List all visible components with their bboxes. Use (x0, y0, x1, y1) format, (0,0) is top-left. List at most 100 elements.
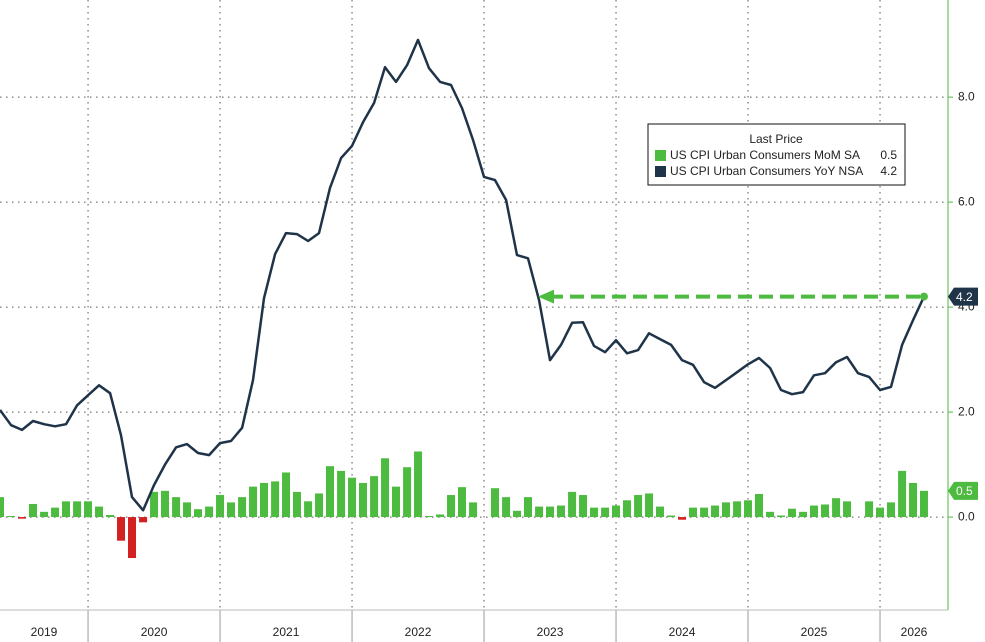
bar (226, 502, 235, 518)
bar (84, 501, 93, 518)
bar (535, 506, 544, 518)
bar (622, 500, 631, 518)
bar (909, 482, 918, 518)
legend-title: Last Price (749, 132, 803, 146)
bar (381, 458, 390, 518)
bar (513, 510, 522, 518)
legend: Last Price US CPI Urban Consumers MoM SA… (647, 123, 906, 186)
bar (634, 495, 643, 518)
bar (216, 495, 225, 518)
value-tag (948, 481, 978, 500)
bar (205, 506, 214, 518)
bar (865, 501, 874, 518)
arrow-tail (919, 292, 928, 301)
bar (799, 511, 808, 518)
bar (337, 470, 346, 518)
bar (315, 493, 324, 518)
x-tick-label: 2024 (669, 625, 696, 639)
bar (457, 487, 466, 518)
bar (502, 497, 511, 518)
bar (744, 500, 753, 518)
bar (259, 482, 268, 518)
bar (556, 505, 565, 518)
y-tick-label: 2.0 (958, 404, 975, 418)
legend-value: 0.5 (880, 148, 897, 162)
bar (7, 516, 16, 518)
legend-value: 4.2 (880, 164, 897, 178)
y-tick-label: 6.0 (958, 194, 975, 208)
bar (106, 514, 115, 518)
bar (40, 511, 49, 518)
bar (94, 506, 103, 518)
legend-label: US CPI Urban Consumers YoY NSA (670, 164, 863, 178)
bar (391, 486, 400, 518)
bar (898, 470, 907, 518)
bar (249, 486, 258, 518)
bar (601, 507, 610, 518)
x-tick-label: 2022 (405, 625, 432, 639)
marks (0, 38, 928, 559)
value-tag-label: 0.5 (956, 484, 973, 498)
x-tick-label: 2020 (141, 625, 168, 639)
bar (348, 477, 357, 518)
legend-label: US CPI Urban Consumers MoM SA (670, 148, 860, 162)
bar (325, 466, 334, 518)
bar (546, 506, 555, 518)
bar (160, 490, 169, 518)
bar (436, 514, 445, 518)
bar (117, 517, 126, 541)
x-tick-label: 2021 (273, 625, 300, 639)
bar (777, 515, 786, 518)
bar (919, 490, 928, 518)
bar (523, 497, 532, 518)
bar (424, 516, 433, 518)
bar (810, 505, 819, 518)
bar (414, 451, 423, 518)
bar (820, 504, 829, 518)
bar (172, 497, 181, 518)
bar (886, 502, 895, 518)
x-tick-label: 2026 (901, 625, 928, 639)
legend-swatch (655, 150, 666, 161)
x-tick-label: 2025 (801, 625, 828, 639)
bar (667, 515, 676, 518)
x-tick-label: 2023 (537, 625, 564, 639)
bar (292, 491, 301, 518)
bar (876, 507, 885, 518)
bar (304, 501, 313, 518)
bar (700, 507, 709, 518)
bar (843, 501, 852, 518)
bar (127, 517, 136, 559)
bar (139, 517, 148, 523)
bar (193, 509, 202, 518)
bar (733, 501, 742, 518)
bar (469, 502, 478, 518)
bar (832, 498, 841, 518)
bar (579, 495, 588, 518)
bar (721, 502, 730, 518)
bar (766, 511, 775, 518)
arrow-head (538, 289, 554, 304)
bar (51, 507, 60, 518)
bar (655, 506, 664, 518)
legend-box (647, 123, 906, 186)
value-tag (948, 287, 978, 306)
overlay: 4.2 0.5 (538, 287, 978, 500)
bar (18, 517, 27, 519)
bar (271, 481, 280, 518)
bar (150, 491, 159, 518)
bar (754, 493, 763, 518)
bar (612, 505, 621, 518)
bar (711, 505, 720, 518)
bar (238, 497, 247, 518)
bar (61, 501, 70, 518)
bar (678, 517, 687, 520)
bar (645, 493, 654, 518)
bar (183, 502, 192, 518)
bar (73, 501, 82, 518)
bar (447, 495, 456, 518)
bar (403, 467, 412, 518)
y-tick-label: 0.0 (958, 509, 975, 523)
